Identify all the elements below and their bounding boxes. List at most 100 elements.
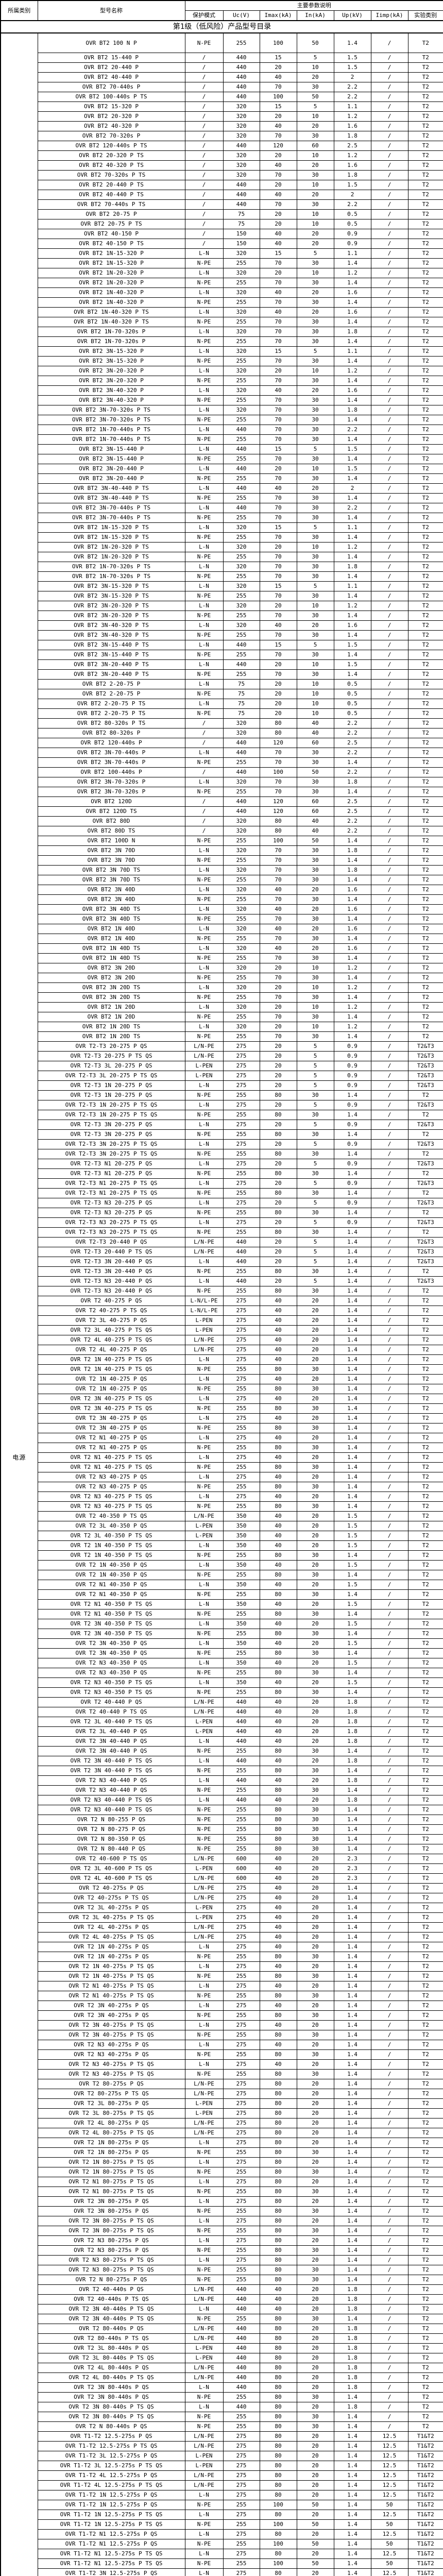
model-cell: OVR T2 3N 80-275s P QS — [37, 2206, 185, 2216]
test-category-cell: T2 — [407, 1433, 443, 1443]
table-row: OVR T2 3L 40-440 P QS L-PEN 440 40 20 1.8/T2 — [1, 1726, 443, 1737]
table-row: OVR BT2 1N 20D TS N-PE 255 70 30 1.4/T2 — [1, 1031, 443, 1042]
model-cell: OVR T2 4L 80-275s P TS QS — [37, 2128, 185, 2138]
protection-mode-cell: N-PE — [184, 297, 224, 308]
up-cell: 1.4 — [333, 2558, 371, 2569]
protection-mode-cell: L-N — [184, 1677, 224, 1688]
imax-cell: 80 — [259, 1403, 297, 1414]
protection-mode-cell: L-N — [184, 2138, 224, 2148]
imax-cell: 80 — [259, 2382, 297, 2393]
protection-mode-cell: L-N — [184, 1942, 224, 1952]
iimp-cell: / — [370, 1188, 408, 1198]
test-category-cell: T2 — [407, 1570, 443, 1580]
imax-cell: 70 — [259, 777, 297, 787]
model-cell: OVR T2 N1 40-350 P QS — [37, 1580, 185, 1590]
uc-cell: 255 — [223, 454, 260, 464]
imax-cell: 20 — [259, 699, 297, 709]
table-row: OVR T2-T3 20-275 P QS L/N-PE 275 20 5 0.9/T2&… — [1, 1041, 443, 1052]
imax-cell: 80 — [259, 2147, 297, 2158]
iimp-cell: 50 — [370, 2558, 408, 2569]
up-cell: 1.4 — [333, 1345, 371, 1355]
table-row: OVR T2 3N 40-275 P TS QS N-PE 255 80 30 1.4/T… — [1, 1403, 443, 1414]
imax-cell: 80 — [259, 1129, 297, 1140]
uc-cell: 275 — [223, 1492, 260, 1502]
in-cell: 20 — [296, 1932, 334, 1942]
in-cell: 20 — [296, 2333, 334, 2344]
in-cell: 20 — [296, 2284, 334, 2295]
protection-mode-cell: N-PE — [184, 1501, 224, 1512]
iimp-cell: / — [370, 1041, 408, 1052]
test-category-cell: T2 — [407, 591, 443, 601]
in-cell: 20 — [296, 1511, 334, 1521]
model-cell: OVR T2 4L 40-275 P QS — [37, 1345, 185, 1355]
iimp-cell: / — [370, 395, 408, 405]
model-cell: OVR BT2 3N-15-440 P TS — [37, 650, 185, 660]
in-cell: 20 — [296, 2431, 334, 2442]
test-category-cell: T2 — [407, 248, 443, 259]
model-cell: OVR T2 3L 40-275s P TS QS — [37, 1912, 185, 1923]
protection-mode-cell: N-PE — [184, 571, 224, 582]
iimp-cell: / — [370, 1785, 408, 1795]
imax-cell: 80 — [259, 1501, 297, 1512]
protection-mode-cell: L/N-PE — [184, 2470, 224, 2481]
test-category-cell: T2 — [407, 513, 443, 523]
iimp-cell: / — [370, 1296, 408, 1306]
model-cell: OVR BT2 120-440s P — [37, 738, 185, 748]
up-cell: 0.5 — [333, 699, 371, 709]
model-cell: OVR BT2 100-440s P TS — [37, 92, 185, 102]
uc-cell: 320 — [223, 101, 260, 112]
model-cell: OVR BT2 3N-70-440s P — [37, 757, 185, 768]
up-cell: 1.6 — [333, 943, 371, 954]
imax-cell: 80 — [259, 1815, 297, 1825]
table-row: OVR T2 N1 40-275 P QS L-N 275 40 20 1.4/T2 — [1, 1433, 443, 1443]
table-row: OVR T1-T2 12.5-275s P QS L/N-PE 275 80 20 1.4… — [1, 2431, 443, 2442]
table-row: OVR T2 1N 40-350 P TS QS N-PE 255 80 30 1.4/T… — [1, 1550, 443, 1561]
test-category-cell: T2 — [407, 101, 443, 112]
protection-mode-cell: N-PE — [184, 1462, 224, 1472]
imax-cell: 20 — [259, 708, 297, 719]
in-cell: 30 — [296, 2030, 334, 2040]
up-cell: 1.4 — [333, 1492, 371, 1502]
iimp-cell: / — [370, 796, 408, 807]
up-cell: 1.4 — [333, 2118, 371, 2128]
model-cell: OVR T2 3L 40-440 P TS QS — [37, 1717, 185, 1727]
uc-cell: 350 — [223, 1531, 260, 1541]
table-row: OVR T2 4L 80-275s P TS QS L/N-PE 275 80 20 1.… — [1, 2128, 443, 2138]
in-cell: 5 — [296, 1198, 334, 1208]
table-row: OVR T2 N1 80-275s P TS QS L-N 275 80 20 1.4/T… — [1, 2177, 443, 2187]
iimp-cell: / — [370, 2128, 408, 2138]
model-cell: OVR T2 N1 80-275s P TS QS — [37, 2187, 185, 2197]
protection-mode-cell: L-N — [184, 2304, 224, 2314]
model-cell: OVR T2 3N 80-275s P QS — [37, 2196, 185, 2207]
uc-cell: 255 — [223, 1482, 260, 1492]
imax-cell: 80 — [259, 2275, 297, 2285]
test-category-cell: T2 — [407, 581, 443, 591]
up-cell: 1.8 — [333, 1736, 371, 1747]
up-cell: 1.8 — [333, 865, 371, 875]
model-cell: OVR T1-T2 3N 12.5-275s P QS — [37, 2568, 185, 2576]
test-category-cell: T2 — [407, 1687, 443, 1698]
imax-cell: 20 — [259, 1178, 297, 1189]
imax-cell: 40 — [259, 1932, 297, 1942]
uc-cell: 255 — [223, 2049, 260, 2060]
protection-mode-cell: L-N — [184, 1619, 224, 1629]
in-cell: 10 — [296, 1002, 334, 1012]
imax-cell: 80 — [259, 826, 297, 836]
uc-cell: 275 — [223, 1178, 260, 1189]
up-cell: 1.4 — [333, 2245, 371, 2256]
up-cell: 1.4 — [333, 1315, 371, 1326]
model-cell: OVR BT2 3N-20-440 P — [37, 473, 185, 484]
uc-cell: 275 — [223, 1296, 260, 1306]
protection-mode-cell: N-PE — [184, 1805, 224, 1815]
imax-cell: 70 — [259, 1012, 297, 1022]
in-cell: 30 — [296, 1129, 334, 1140]
in-cell: 20 — [296, 1531, 334, 1541]
model-cell: OVR BT2 3N-20-320 P TS — [37, 601, 185, 611]
test-category-cell: T2 — [407, 2059, 443, 2070]
model-cell: OVR T2 40-350 P TS QS — [37, 1511, 185, 1521]
up-cell: 1.4 — [333, 434, 371, 445]
up-cell: 1.4 — [333, 836, 371, 846]
protection-mode-cell: L-N — [184, 581, 224, 591]
in-cell: 20 — [296, 2529, 334, 2539]
table-row: OVR T2 4L 40-275s P TS QS L/N-PE 275 40 20 1.… — [1, 1932, 443, 1942]
